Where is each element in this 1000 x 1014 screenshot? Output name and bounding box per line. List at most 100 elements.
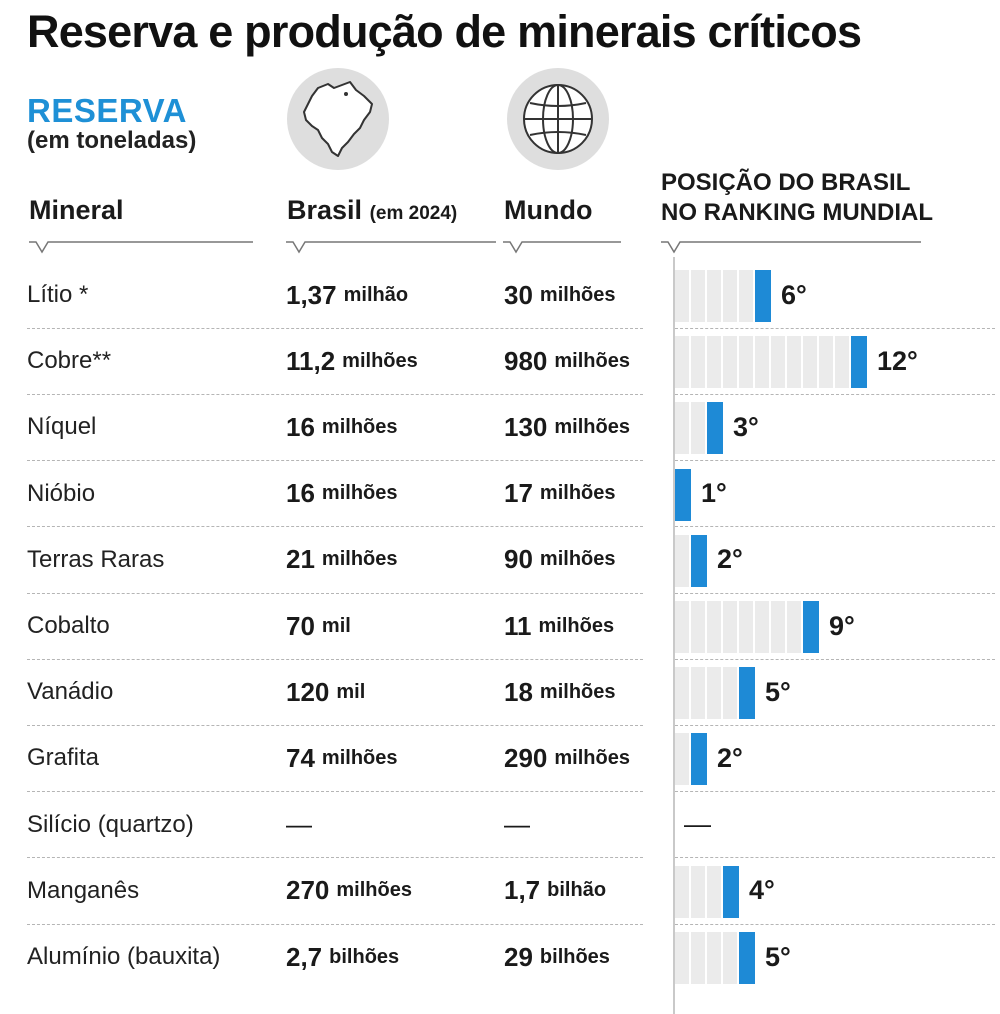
world-reserve-value: 130 xyxy=(504,411,548,442)
ranking-marker xyxy=(723,865,739,918)
world-reserve: 1,7 bilhão xyxy=(504,858,606,924)
ranking-segment xyxy=(835,336,851,389)
ranking-segment xyxy=(707,336,723,389)
row-separator xyxy=(675,724,995,726)
ranking-segment xyxy=(675,601,691,653)
world-reserve: 290 milhões xyxy=(504,725,630,791)
brasil-reserve-unit: milhões xyxy=(321,746,398,769)
brasil-reserve-value: 11,2 xyxy=(286,345,336,376)
ranking-segment xyxy=(787,336,803,389)
ranking-segment xyxy=(691,336,707,389)
row-separator xyxy=(27,526,643,528)
brasil-reserve-value: — xyxy=(286,809,312,840)
ranking-segment xyxy=(675,865,691,918)
ranking-marker xyxy=(691,534,707,587)
table-row: Silício (quartzo) — — — xyxy=(0,792,1000,858)
world-reserve-unit: milhões xyxy=(554,415,630,438)
ranking-bar xyxy=(675,336,867,389)
ranking-label: 5° xyxy=(765,941,791,972)
ranking-label: 3° xyxy=(733,411,759,442)
world-reserve-value: 18 xyxy=(504,676,533,707)
ranking-label: 9° xyxy=(829,610,855,641)
world-reserve: 11 milhões xyxy=(504,593,614,659)
brasil-reserve: 11,2 milhões xyxy=(286,328,418,394)
brasil-reserve: 120 mil xyxy=(286,659,365,725)
world-reserve-value: 90 xyxy=(504,544,533,575)
ranking-segment xyxy=(819,336,835,389)
ranking-marker xyxy=(675,468,691,521)
table-row: Manganês 270 milhões 1,7 bilhão 4° xyxy=(0,858,1000,924)
row-separator xyxy=(27,393,643,395)
brasil-reserve: 16 milhões xyxy=(286,394,398,460)
mineral-name: Manganês xyxy=(27,876,140,904)
world-reserve-value: 980 xyxy=(504,345,548,376)
mineral-name: Cobre** xyxy=(27,347,112,375)
row-separator xyxy=(675,393,995,395)
ranking-segment xyxy=(771,601,787,653)
mineral-name: Cobalto xyxy=(27,612,110,639)
ranking-segment xyxy=(739,601,755,653)
table-row: Vanádio 120 mil 18 milhões 5° xyxy=(0,659,1000,725)
mineral-name: Grafita xyxy=(27,744,100,772)
row-separator xyxy=(27,460,643,462)
row-separator xyxy=(675,857,995,859)
table-row: Lítio * 1,37 milhão 30 milhões 6° xyxy=(0,262,1000,328)
ranking-marker xyxy=(803,601,819,653)
world-reserve: 18 milhões xyxy=(504,659,616,725)
ranking-segment xyxy=(707,270,723,322)
brasil-reserve-unit: milhões xyxy=(321,415,398,438)
header-brasil-label: Brasil xyxy=(287,195,363,225)
table-row: Nióbio 16 milhões 17 milhões 1° xyxy=(0,461,1000,527)
ranking-label: 12° xyxy=(877,345,918,376)
ranking-marker xyxy=(851,336,867,389)
world-reserve-unit: bilhões xyxy=(539,945,610,968)
ranking-label: 2° xyxy=(717,742,743,773)
brasil-reserve-unit: mil xyxy=(321,614,351,637)
table-row: Cobre** 11,2 milhões 980 milhões 12° xyxy=(0,328,1000,394)
ranking-segment xyxy=(691,865,707,918)
ranking-segment xyxy=(707,601,723,653)
ranking-bar xyxy=(675,601,819,653)
section-sublabel: (em toneladas) xyxy=(27,127,197,154)
ranking-bar xyxy=(675,270,771,322)
ranking-marker xyxy=(739,932,755,984)
mineral-name: Lítio * xyxy=(27,281,89,308)
mineral-name: Terras Raras xyxy=(27,545,165,573)
chevron-down-icon xyxy=(29,241,253,255)
ranking-label: — xyxy=(684,809,711,840)
ranking-segment xyxy=(723,270,739,322)
row-separator xyxy=(675,460,995,462)
header-ranking-line2: NO RANKING MUNDIAL xyxy=(661,199,933,226)
ranking-axis xyxy=(673,257,675,1014)
ranking-label: 1° xyxy=(701,478,727,509)
brasil-reserve-value: 1,37 xyxy=(286,279,337,310)
ranking-segment xyxy=(739,336,755,389)
row-separator xyxy=(27,791,643,793)
brasil-reserve-value: 270 xyxy=(286,875,330,906)
row-separator xyxy=(675,658,995,660)
row-separator xyxy=(27,592,643,594)
brasil-reserve-unit: bilhões xyxy=(329,945,400,968)
row-separator xyxy=(675,592,995,594)
ranking-label: 4° xyxy=(749,875,775,906)
ranking-marker xyxy=(707,402,723,455)
world-reserve: 30 milhões xyxy=(504,262,616,328)
row-separator xyxy=(675,923,995,925)
ranking-segment xyxy=(675,336,691,389)
world-reserve: 29 bilhões xyxy=(504,924,610,990)
world-reserve-value: 17 xyxy=(504,478,533,509)
world-reserve: 980 milhões xyxy=(504,328,630,394)
row-separator xyxy=(27,857,643,859)
chevron-down-icon xyxy=(286,241,496,255)
world-reserve: — xyxy=(504,792,530,858)
ranking-segment xyxy=(723,932,739,984)
ranking-bar xyxy=(675,932,755,984)
brasil-reserve: 21 milhões xyxy=(286,527,398,593)
globe-icon xyxy=(507,68,609,170)
mineral-name: Alumínio (bauxita) xyxy=(27,943,221,970)
brasil-reserve-value: 21 xyxy=(286,544,315,575)
brasil-reserve-unit: milhões xyxy=(336,879,412,902)
ranking-segment xyxy=(675,534,691,587)
ranking-bar xyxy=(675,402,723,455)
ranking-segment xyxy=(675,932,691,984)
